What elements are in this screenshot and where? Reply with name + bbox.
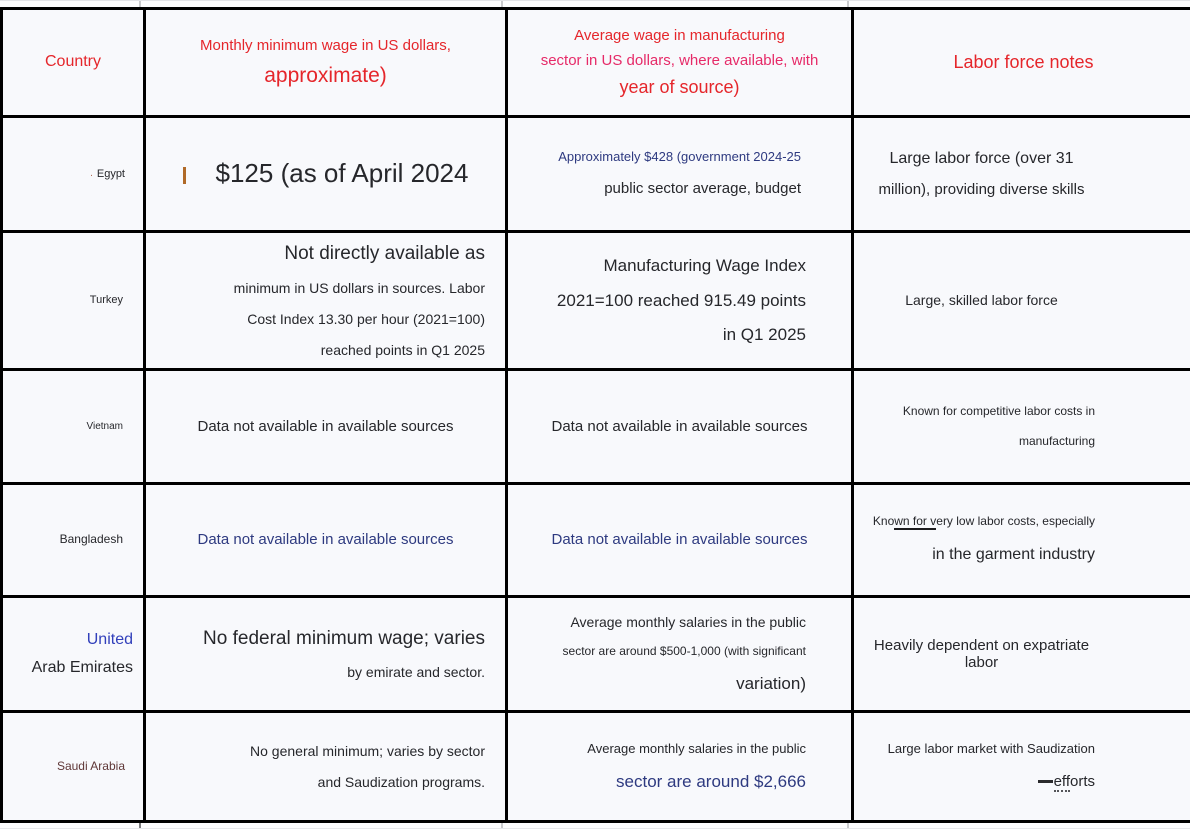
cell-vietnam-min-wage: Data not available in available sources xyxy=(143,371,505,485)
cell-bangladesh-min-wage: Data not available in available sources xyxy=(143,485,505,598)
cropped-row-below xyxy=(0,823,1190,829)
vietnam-notes-line1: Known for competitive labor costs in xyxy=(902,403,1095,418)
saudi-avg-wage-line2: sector are around $2,666 xyxy=(616,771,806,791)
cell-uae-avg-wage: Average monthly salaries in the public s… xyxy=(505,598,851,713)
saudi-min-wage-line1: No general minimum; varies by sector xyxy=(250,742,485,759)
vietnam-notes-line2: manufacturing xyxy=(1018,433,1095,448)
column-divider-tick xyxy=(847,823,849,828)
cropped-row-above xyxy=(0,0,1190,7)
uae-avg-wage-line1: Average monthly salaries in the public xyxy=(570,614,806,631)
egypt-avg-wage-line1: Approximately $428 (government 2024-25 xyxy=(558,149,801,165)
header-avg-wage-line2: sector in US dollars, where available, w… xyxy=(540,52,819,70)
cell-bangladesh-avg-wage: Data not available in available sources xyxy=(505,485,851,598)
cell-vietnam-avg-wage: Data not available in available sources xyxy=(505,371,851,485)
bangladesh-avg-wage-line1: Data not available in available sources xyxy=(551,531,808,549)
country-label-bangladesh: Bangladesh xyxy=(59,532,123,547)
egypt-notes-line2: million), providing diverse skills xyxy=(878,181,1085,199)
turkey-min-wage-line2: minimum in US dollars in sources. Labor xyxy=(233,279,485,296)
cell-uae-country: United Arab Emirates xyxy=(3,598,143,713)
header-labor-notes-label: Labor force notes xyxy=(953,52,1094,73)
header-avg-wage: Average wage in manufacturing sector in … xyxy=(505,10,851,118)
country-label-saudi: Saudi Arabia xyxy=(56,758,125,773)
cell-turkey-notes: Large, skilled labor force xyxy=(851,233,1190,371)
header-min-wage-line2: approximate) xyxy=(264,64,387,88)
bangladesh-notes-line2: in the garment industry xyxy=(932,546,1095,564)
cell-saudi-notes: Large labor market with Saudization effo… xyxy=(851,713,1190,823)
uae-min-wage-line1: No federal minimum wage; varies xyxy=(203,627,485,649)
egypt-avg-wage-line2: public sector average, budget xyxy=(604,180,801,198)
underline-annotation: wn for v xyxy=(894,514,937,531)
country-label-egypt: . Egypt xyxy=(90,167,125,180)
country-label-turkey: Turkey xyxy=(89,294,123,307)
egypt-min-wage-value: $125 (as of April 2024 xyxy=(146,158,505,189)
cell-saudi-country: Saudi Arabia xyxy=(3,713,143,823)
country-label-uae-line2: Arab Emirates xyxy=(31,659,133,676)
cell-turkey-avg-wage: Manufacturing Wage Index 2021=100 reache… xyxy=(505,233,851,371)
header-min-wage-line1: Monthly minimum wage in US dollars, xyxy=(200,36,451,54)
turkey-avg-wage-line1: Manufacturing Wage Index xyxy=(603,256,806,276)
turkey-notes-line1: Large, skilled labor force xyxy=(905,292,1058,309)
country-label-uae-line1: United xyxy=(86,630,133,648)
uae-avg-wage-line2: sector are around $500-1,000 (with signi… xyxy=(562,644,806,659)
text-cursor-mark xyxy=(182,167,186,185)
saudi-avg-wage-line1: Average monthly salaries in the public xyxy=(587,740,806,756)
vietnam-avg-wage-line1: Data not available in available sources xyxy=(551,417,808,435)
country-label-vietnam: Vietnam xyxy=(86,420,123,432)
header-labor-notes: Labor force notes xyxy=(851,10,1190,118)
vietnam-min-wage-line1: Data not available in available sources xyxy=(197,417,454,435)
wage-table: Country Monthly minimum wage in US dolla… xyxy=(0,7,1190,823)
cell-turkey-country: Turkey xyxy=(3,233,143,371)
stray-dash-mark xyxy=(1037,780,1053,784)
cell-vietnam-notes: Known for competitive labor costs in man… xyxy=(851,371,1190,485)
saudi-min-wage-line2: and Saudization programs. xyxy=(317,774,485,790)
column-divider-tick xyxy=(139,1,141,7)
uae-min-wage-line2: by emirate and sector. xyxy=(347,664,485,681)
saudi-notes-line2: efforts xyxy=(868,773,1095,793)
turkey-avg-wage-line2: 2021=100 reached 915.49 points xyxy=(556,290,806,310)
cell-bangladesh-notes: Known for very low labor costs, especial… xyxy=(851,485,1190,598)
column-divider-tick xyxy=(139,823,141,828)
dotted-underline-annotation: eff xyxy=(1053,773,1070,793)
cell-egypt-avg-wage: Approximately $428 (government 2024-25 p… xyxy=(505,118,851,233)
cell-uae-min-wage: No federal minimum wage; varies by emira… xyxy=(143,598,505,713)
header-country: Country xyxy=(3,10,143,118)
bangladesh-min-wage-line1: Data not available in available sources xyxy=(197,531,454,549)
header-avg-wage-line1: Average wage in manufacturing xyxy=(574,26,785,44)
header-country-label: Country xyxy=(44,53,102,71)
column-divider-tick xyxy=(501,823,503,828)
cell-bangladesh-country: Bangladesh xyxy=(3,485,143,598)
bangladesh-notes-line1: Known for very low labor costs, especial… xyxy=(872,514,1095,531)
column-divider-tick xyxy=(847,1,849,7)
column-divider-tick xyxy=(501,1,503,7)
cell-turkey-min-wage: Not directly available as minimum in US … xyxy=(143,233,505,371)
header-min-wage: Monthly minimum wage in US dollars, appr… xyxy=(143,10,505,118)
uae-notes-line1: Heavily dependent on expatriate labor xyxy=(873,636,1090,671)
cell-saudi-min-wage: No general minimum; varies by sector and… xyxy=(143,713,505,823)
egypt-notes-line1: Large labor force (over 31 xyxy=(889,149,1074,167)
turkey-min-wage-line1: Not directly available as xyxy=(284,242,485,264)
saudi-notes-line1: Large labor market with Saudization xyxy=(887,741,1095,757)
uae-avg-wage-line3: variation) xyxy=(736,674,806,694)
cell-uae-notes: Heavily dependent on expatriate labor xyxy=(851,598,1190,713)
turkey-min-wage-line3: Cost Index 13.30 per hour (2021=100) xyxy=(247,310,485,327)
turkey-min-wage-line4: reached points in Q1 2025 xyxy=(320,341,485,358)
stray-dot-mark: . xyxy=(90,167,93,179)
cell-egypt-country: . Egypt xyxy=(3,118,143,233)
cell-saudi-avg-wage: Average monthly salaries in the public s… xyxy=(505,713,851,823)
cell-egypt-min-wage: $125 (as of April 2024 xyxy=(143,118,505,233)
cell-egypt-notes: Large labor force (over 31 million), pro… xyxy=(851,118,1190,233)
turkey-avg-wage-line3: in Q1 2025 xyxy=(722,325,806,345)
header-avg-wage-line3: year of source) xyxy=(619,77,740,98)
cell-vietnam-country: Vietnam xyxy=(3,371,143,485)
